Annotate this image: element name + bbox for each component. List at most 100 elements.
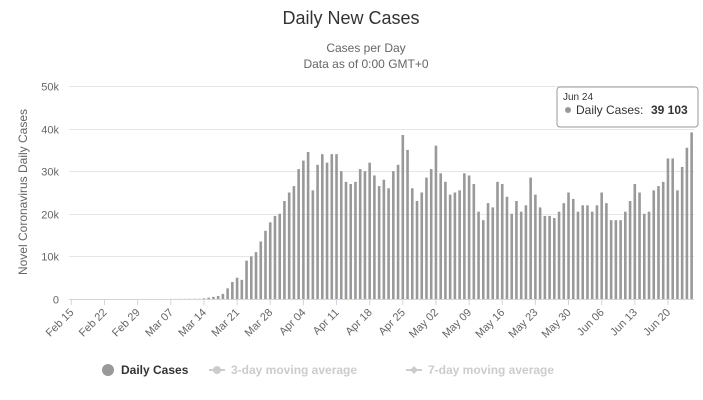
bar[interactable] [657, 186, 660, 299]
bar[interactable] [245, 260, 248, 299]
bar[interactable] [553, 218, 556, 299]
bar[interactable] [690, 132, 693, 299]
legend-item-7-day-average[interactable]: 7-day moving average [406, 363, 554, 377]
bar[interactable] [339, 171, 343, 299]
bar[interactable] [519, 211, 523, 299]
bar[interactable] [415, 201, 419, 299]
bar[interactable] [458, 190, 461, 299]
bar[interactable] [231, 281, 234, 299]
bar[interactable] [335, 154, 338, 299]
bar[interactable] [496, 181, 499, 299]
bar[interactable] [463, 173, 466, 299]
bar[interactable] [557, 211, 561, 299]
bar[interactable] [254, 252, 258, 299]
bar[interactable] [292, 186, 296, 299]
bar[interactable] [472, 183, 476, 299]
bar[interactable] [491, 207, 495, 299]
bar[interactable] [444, 181, 447, 299]
bar[interactable] [382, 179, 386, 299]
bar[interactable] [534, 194, 537, 299]
bar[interactable] [548, 215, 551, 299]
bar[interactable] [605, 203, 608, 299]
bar[interactable] [676, 190, 679, 299]
bar[interactable] [680, 166, 684, 299]
bar[interactable] [581, 205, 585, 299]
bar[interactable] [467, 175, 471, 299]
bar[interactable] [235, 277, 239, 299]
bar[interactable] [477, 211, 480, 299]
bar[interactable] [316, 164, 319, 299]
bar[interactable] [202, 298, 206, 299]
bar[interactable] [240, 279, 244, 299]
bar[interactable] [562, 203, 566, 299]
bar[interactable] [567, 192, 570, 300]
bar[interactable] [586, 205, 589, 299]
bar[interactable] [259, 241, 263, 299]
bar[interactable] [661, 181, 665, 299]
bar[interactable] [401, 134, 405, 299]
bar[interactable] [311, 190, 315, 299]
bar[interactable] [216, 296, 220, 299]
bar[interactable] [363, 171, 367, 299]
bar[interactable] [264, 230, 267, 299]
bar[interactable] [392, 171, 395, 299]
bar[interactable] [287, 192, 291, 300]
bar[interactable] [349, 183, 353, 299]
bar[interactable] [420, 192, 424, 300]
bar[interactable] [624, 211, 627, 299]
bar[interactable] [543, 215, 547, 299]
bar[interactable] [524, 205, 528, 299]
bar[interactable] [406, 149, 409, 299]
bar[interactable] [647, 211, 651, 299]
bar[interactable] [207, 297, 210, 299]
bar[interactable] [283, 201, 286, 299]
bar[interactable] [666, 158, 670, 299]
bar[interactable] [297, 169, 300, 299]
bar[interactable] [448, 194, 452, 299]
bar[interactable] [306, 152, 310, 299]
bar[interactable] [226, 288, 229, 299]
bar[interactable] [354, 181, 357, 299]
bar[interactable] [529, 177, 532, 299]
bar[interactable] [515, 201, 518, 299]
bar[interactable] [325, 162, 329, 299]
bar[interactable] [396, 164, 400, 299]
bar[interactable] [368, 162, 371, 299]
bar[interactable] [330, 154, 334, 299]
bar[interactable] [482, 220, 485, 299]
bar[interactable] [628, 201, 632, 299]
bar[interactable] [600, 192, 603, 300]
bar[interactable] [373, 175, 376, 299]
bar[interactable] [486, 203, 490, 299]
bar[interactable] [595, 205, 599, 299]
bar[interactable] [377, 186, 381, 299]
bar[interactable] [358, 169, 362, 299]
bar[interactable] [652, 190, 656, 299]
bar[interactable] [614, 220, 618, 299]
legend-item-daily-cases[interactable]: Daily Cases [102, 363, 189, 377]
bar[interactable] [429, 169, 433, 299]
bar[interactable] [685, 147, 689, 299]
bar[interactable] [505, 196, 509, 299]
bar[interactable] [273, 215, 277, 299]
bar[interactable] [387, 188, 390, 299]
bar[interactable] [619, 220, 622, 299]
bar[interactable] [410, 188, 414, 299]
bar[interactable] [434, 145, 438, 299]
bar[interactable] [249, 256, 253, 299]
bar[interactable] [609, 220, 613, 299]
bar[interactable] [302, 160, 305, 299]
bar[interactable] [576, 211, 580, 299]
bar[interactable] [453, 192, 457, 300]
bar[interactable] [538, 207, 542, 299]
bar[interactable] [439, 173, 442, 299]
bar[interactable] [510, 213, 514, 299]
bar[interactable] [638, 192, 641, 300]
bar[interactable] [321, 154, 324, 299]
bar[interactable] [671, 158, 674, 299]
bar[interactable] [500, 183, 504, 299]
bar[interactable] [212, 296, 215, 299]
bar[interactable] [590, 211, 594, 299]
bar[interactable] [344, 181, 348, 299]
bar[interactable] [278, 213, 281, 299]
